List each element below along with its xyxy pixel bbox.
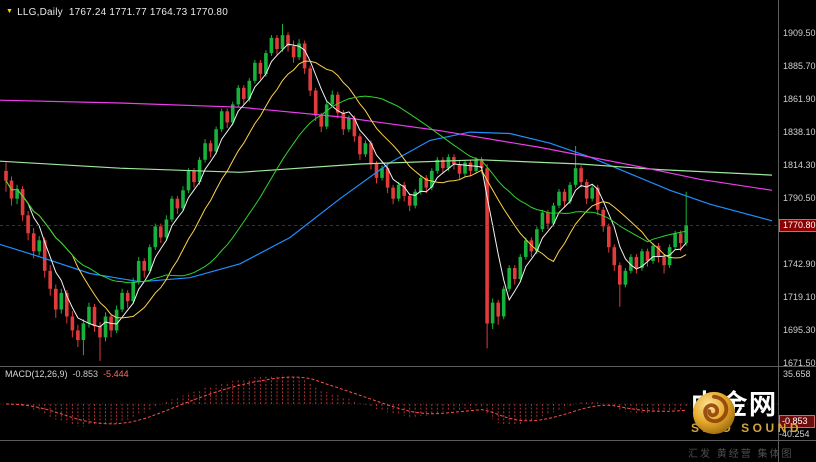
macd-current-tag: -0.853 xyxy=(779,415,815,428)
macd-signal-value: -5.444 xyxy=(103,369,129,379)
price-axis-label: 1909.50 xyxy=(783,28,816,38)
chart-collapse-icon[interactable]: ▼ xyxy=(6,8,14,15)
price-axis[interactable]: 1770.80 1909.50 1885.70 1861.90 1838.10 1814… xyxy=(779,0,816,462)
gold-coin-swirl-icon xyxy=(692,391,736,435)
price-axis-label: 1695.30 xyxy=(783,325,816,335)
price-axis-label: 1719.10 xyxy=(783,292,816,302)
watermark-text: 汇发 黄经营 集体图 xyxy=(688,449,794,460)
price-axis-label: 1671.50 xyxy=(783,358,816,368)
price-axis-label: 1861.90 xyxy=(783,94,816,104)
macd-main-value: -0.853 xyxy=(72,369,99,379)
bottom-separator xyxy=(0,440,816,441)
sino-sound-logo: 中金网 SINO SOUND xyxy=(691,391,802,435)
last-price-tag: 1770.80 xyxy=(779,219,816,232)
macd-panel-separator xyxy=(0,366,816,367)
price-axis-label: 1885.70 xyxy=(783,61,816,71)
chart-header: ▼ LLG,Daily 1767.24 1771.77 1764.73 1770.… xyxy=(6,7,228,18)
macd-scale-min: -40.254 xyxy=(779,429,810,439)
price-axis-label: 1742.90 xyxy=(783,259,816,269)
price-axis-label: 1838.10 xyxy=(783,127,816,137)
axis-separator xyxy=(778,0,779,462)
ohlc-readout: 1767.24 1771.77 1764.73 1770.80 xyxy=(68,7,228,18)
symbol-period-label: LLG,Daily xyxy=(17,7,63,18)
price-axis-label: 1790.50 xyxy=(783,193,816,203)
macd-scale-max: 35.658 xyxy=(783,369,811,379)
macd-canvas[interactable] xyxy=(0,366,778,440)
macd-header: MACD(12,26,9) -0.853 -5.444 xyxy=(5,369,129,379)
chart-canvas[interactable] xyxy=(0,0,778,366)
macd-indicator-label: MACD(12,26,9) xyxy=(5,369,68,379)
price-axis-label: 1814.30 xyxy=(783,160,816,170)
